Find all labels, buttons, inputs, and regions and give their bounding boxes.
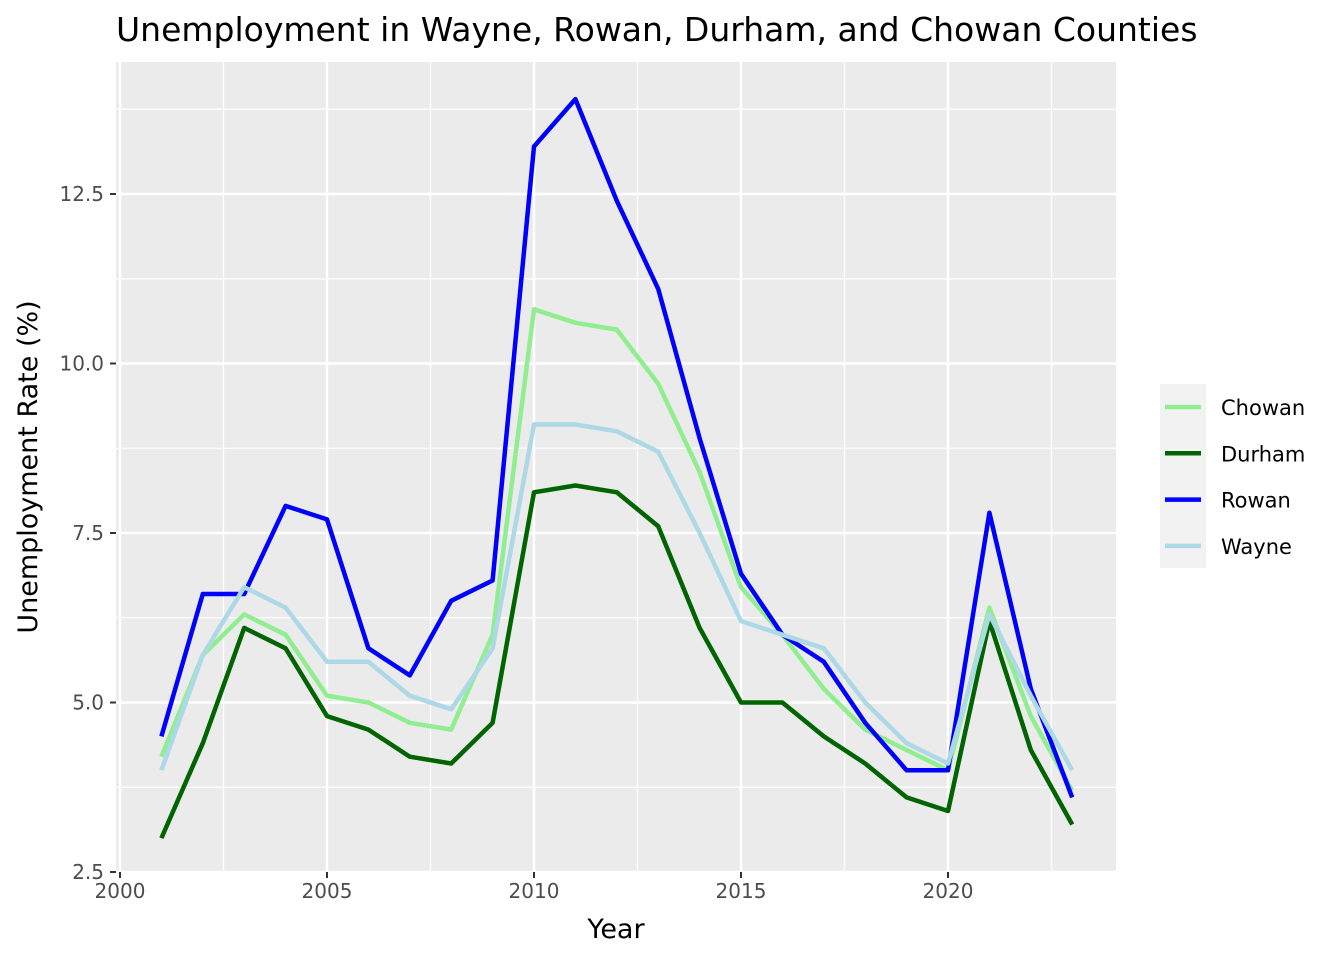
x-tick-label: 2020 bbox=[923, 879, 974, 903]
y-tick-label: 10.0 bbox=[59, 352, 104, 376]
legend: Chowan Durham Rowan Wayne bbox=[1160, 384, 1305, 568]
y-tick-label: 2.5 bbox=[72, 860, 104, 884]
y-tick-label: 5.0 bbox=[72, 691, 104, 715]
x-axis-title: Year bbox=[586, 914, 645, 945]
x-tick-label: 2010 bbox=[509, 879, 560, 903]
plot-panel bbox=[116, 62, 1116, 872]
y-axis-title: Unemployment Rate (%) bbox=[13, 300, 44, 633]
series-line-rowan bbox=[159, 96, 1075, 799]
y-tick-label: 7.5 bbox=[72, 521, 104, 545]
x-tick-label: 2005 bbox=[302, 879, 353, 903]
legend-label: Wayne bbox=[1221, 535, 1292, 559]
y-tick-label: 12.5 bbox=[59, 182, 104, 206]
legend-label: Rowan bbox=[1221, 489, 1291, 513]
series-lines bbox=[159, 96, 1075, 839]
series-line-durham bbox=[159, 483, 1075, 839]
x-tick-label: 2015 bbox=[716, 879, 767, 903]
series-line-chowan bbox=[159, 307, 1075, 792]
legend-label: Durham bbox=[1221, 442, 1305, 466]
x-tick-label: 2000 bbox=[95, 879, 146, 903]
major-gridlines bbox=[116, 62, 1116, 874]
axes: 2000 2005 2010 2015 2020 2.5 5.0 7.5 10.0 12.5 bbox=[59, 182, 973, 903]
chart-title: Unemployment in Wayne, Rowan, Durham, an… bbox=[116, 10, 1198, 49]
series-line-wayne bbox=[159, 422, 1075, 772]
minor-gridlines bbox=[116, 62, 1116, 872]
legend-label: Chowan bbox=[1221, 396, 1305, 420]
